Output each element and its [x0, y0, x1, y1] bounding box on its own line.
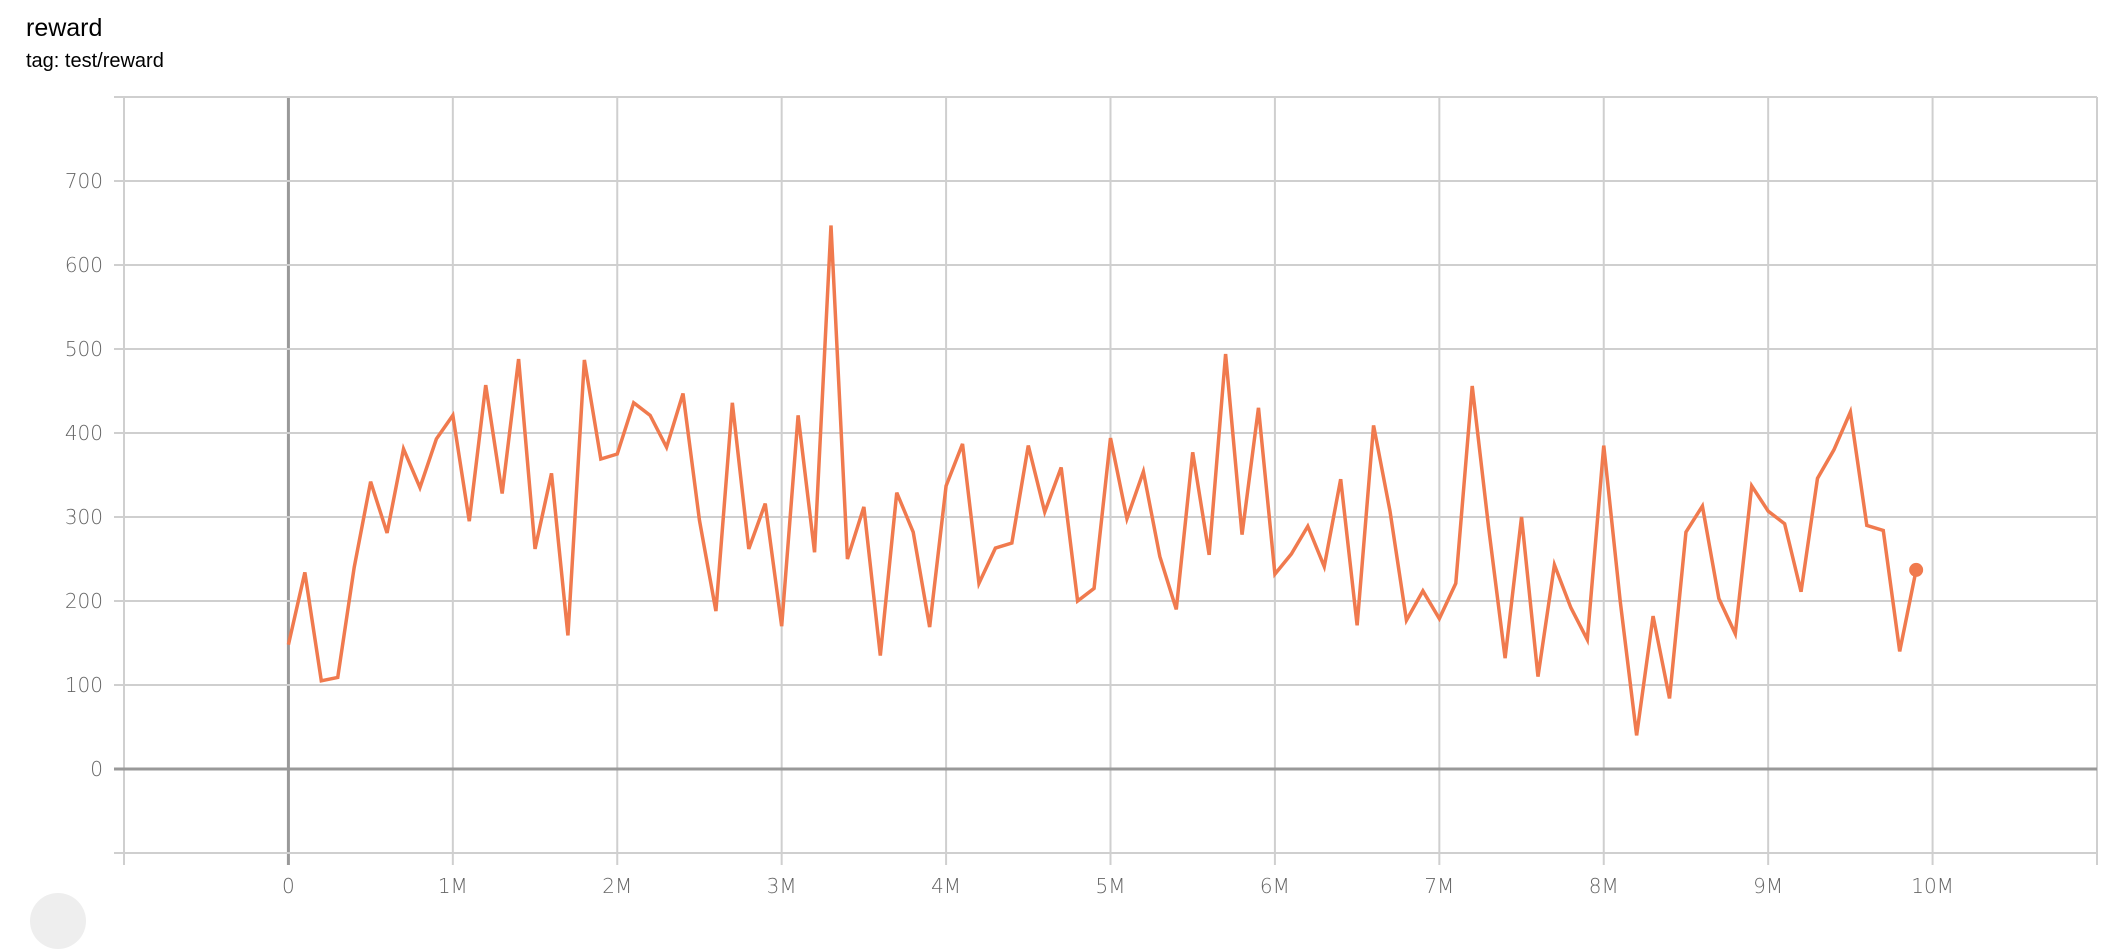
last-point-marker — [1909, 562, 1924, 577]
chart-title: reward — [26, 14, 103, 42]
y-tick-label: 600 — [65, 253, 103, 277]
y-axis-ticks: 0 100 200 300 400 500 600 700 — [65, 169, 103, 781]
y-tick-label: 700 — [65, 169, 103, 193]
x-tick-label: 2M — [602, 874, 632, 898]
x-tick-label: 3M — [767, 874, 797, 898]
x-tick-label: 4M — [931, 874, 961, 898]
grid — [114, 96, 2098, 865]
series — [286, 225, 1924, 736]
x-tick-label: 8M — [1589, 874, 1619, 898]
y-tick-label: 500 — [65, 337, 103, 361]
x-tick-label: 5M — [1096, 874, 1126, 898]
y-tick-label: 0 — [90, 757, 103, 781]
x-tick-label: 10M — [1911, 874, 1954, 898]
x-tick-label: 7M — [1424, 874, 1454, 898]
y-tick-label: 400 — [65, 421, 103, 445]
x-tick-label: 0 — [282, 874, 295, 898]
x-tick-label: 9M — [1753, 874, 1783, 898]
chart-tag: tag: test/reward — [26, 50, 164, 72]
x-axis-ticks: 0 1M 2M 3M 4M 5M 6M 7M 8M 9M 10M — [282, 874, 1954, 898]
x-tick-label: 1M — [438, 874, 468, 898]
y-tick-label: 100 — [65, 673, 103, 697]
series-line — [286, 225, 1918, 736]
x-tick-label: 6M — [1260, 874, 1290, 898]
fit-domain-button[interactable] — [30, 893, 86, 949]
reward-line-chart[interactable]: 0 100 200 300 400 500 600 700 0 1M 2M 3M 4M 5M 6M 7M 8M… — [0, 0, 2110, 904]
y-tick-label: 200 — [65, 589, 103, 613]
y-tick-label: 300 — [65, 505, 103, 529]
